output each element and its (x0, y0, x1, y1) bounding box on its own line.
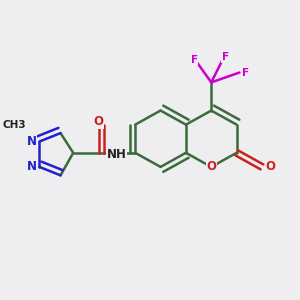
Text: F: F (242, 68, 249, 77)
Text: CH3: CH3 (2, 120, 26, 130)
Text: NH: NH (107, 148, 127, 161)
Text: O: O (266, 160, 275, 173)
Text: N: N (27, 160, 37, 173)
Text: O: O (94, 115, 103, 128)
Text: O: O (206, 160, 216, 173)
Text: F: F (222, 52, 229, 62)
Text: N: N (27, 135, 37, 148)
Text: F: F (191, 55, 198, 65)
